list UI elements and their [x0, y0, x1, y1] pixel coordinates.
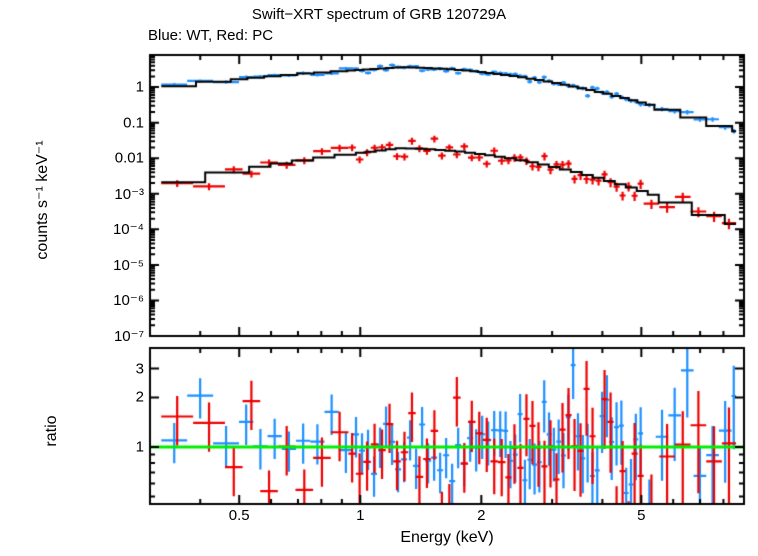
y-tick-main-10⁻⁷: 10⁻⁷	[113, 328, 144, 345]
y-tick-main-10⁻⁴: 10⁻⁴	[112, 221, 144, 239]
y-axis-label-ratio: ratio	[43, 415, 60, 447]
x-tick-0.5: 0.5	[228, 507, 250, 524]
y-tick-main-0.01: 0.01	[114, 149, 144, 167]
x-tick-1: 1	[356, 507, 365, 524]
chart-legend-caption: Blue: WT, Red: PC	[148, 27, 274, 44]
page-title: Swift−XRT spectrum of GRB 120729A	[251, 6, 507, 23]
y-tick-main-10⁻³: 10⁻³	[114, 185, 144, 203]
y-tick-main-10⁻⁵: 10⁻⁵	[113, 256, 144, 274]
x-axis-label: Energy (keV)	[400, 529, 494, 546]
y-tick-ratio-3: 3	[135, 360, 144, 378]
x-tick-5: 5	[637, 507, 646, 524]
y-axis-label-main: counts s⁻¹ keV⁻¹	[34, 140, 51, 260]
y-tick-main-0.1: 0.1	[123, 114, 144, 132]
y-tick-main-1: 1	[135, 78, 144, 96]
y-tick-ratio-1: 1	[135, 438, 144, 456]
x-tick-2: 2	[477, 507, 486, 524]
y-tick-ratio-2: 2	[135, 388, 144, 406]
y-tick-main-10⁻⁶: 10⁻⁶	[113, 292, 144, 310]
